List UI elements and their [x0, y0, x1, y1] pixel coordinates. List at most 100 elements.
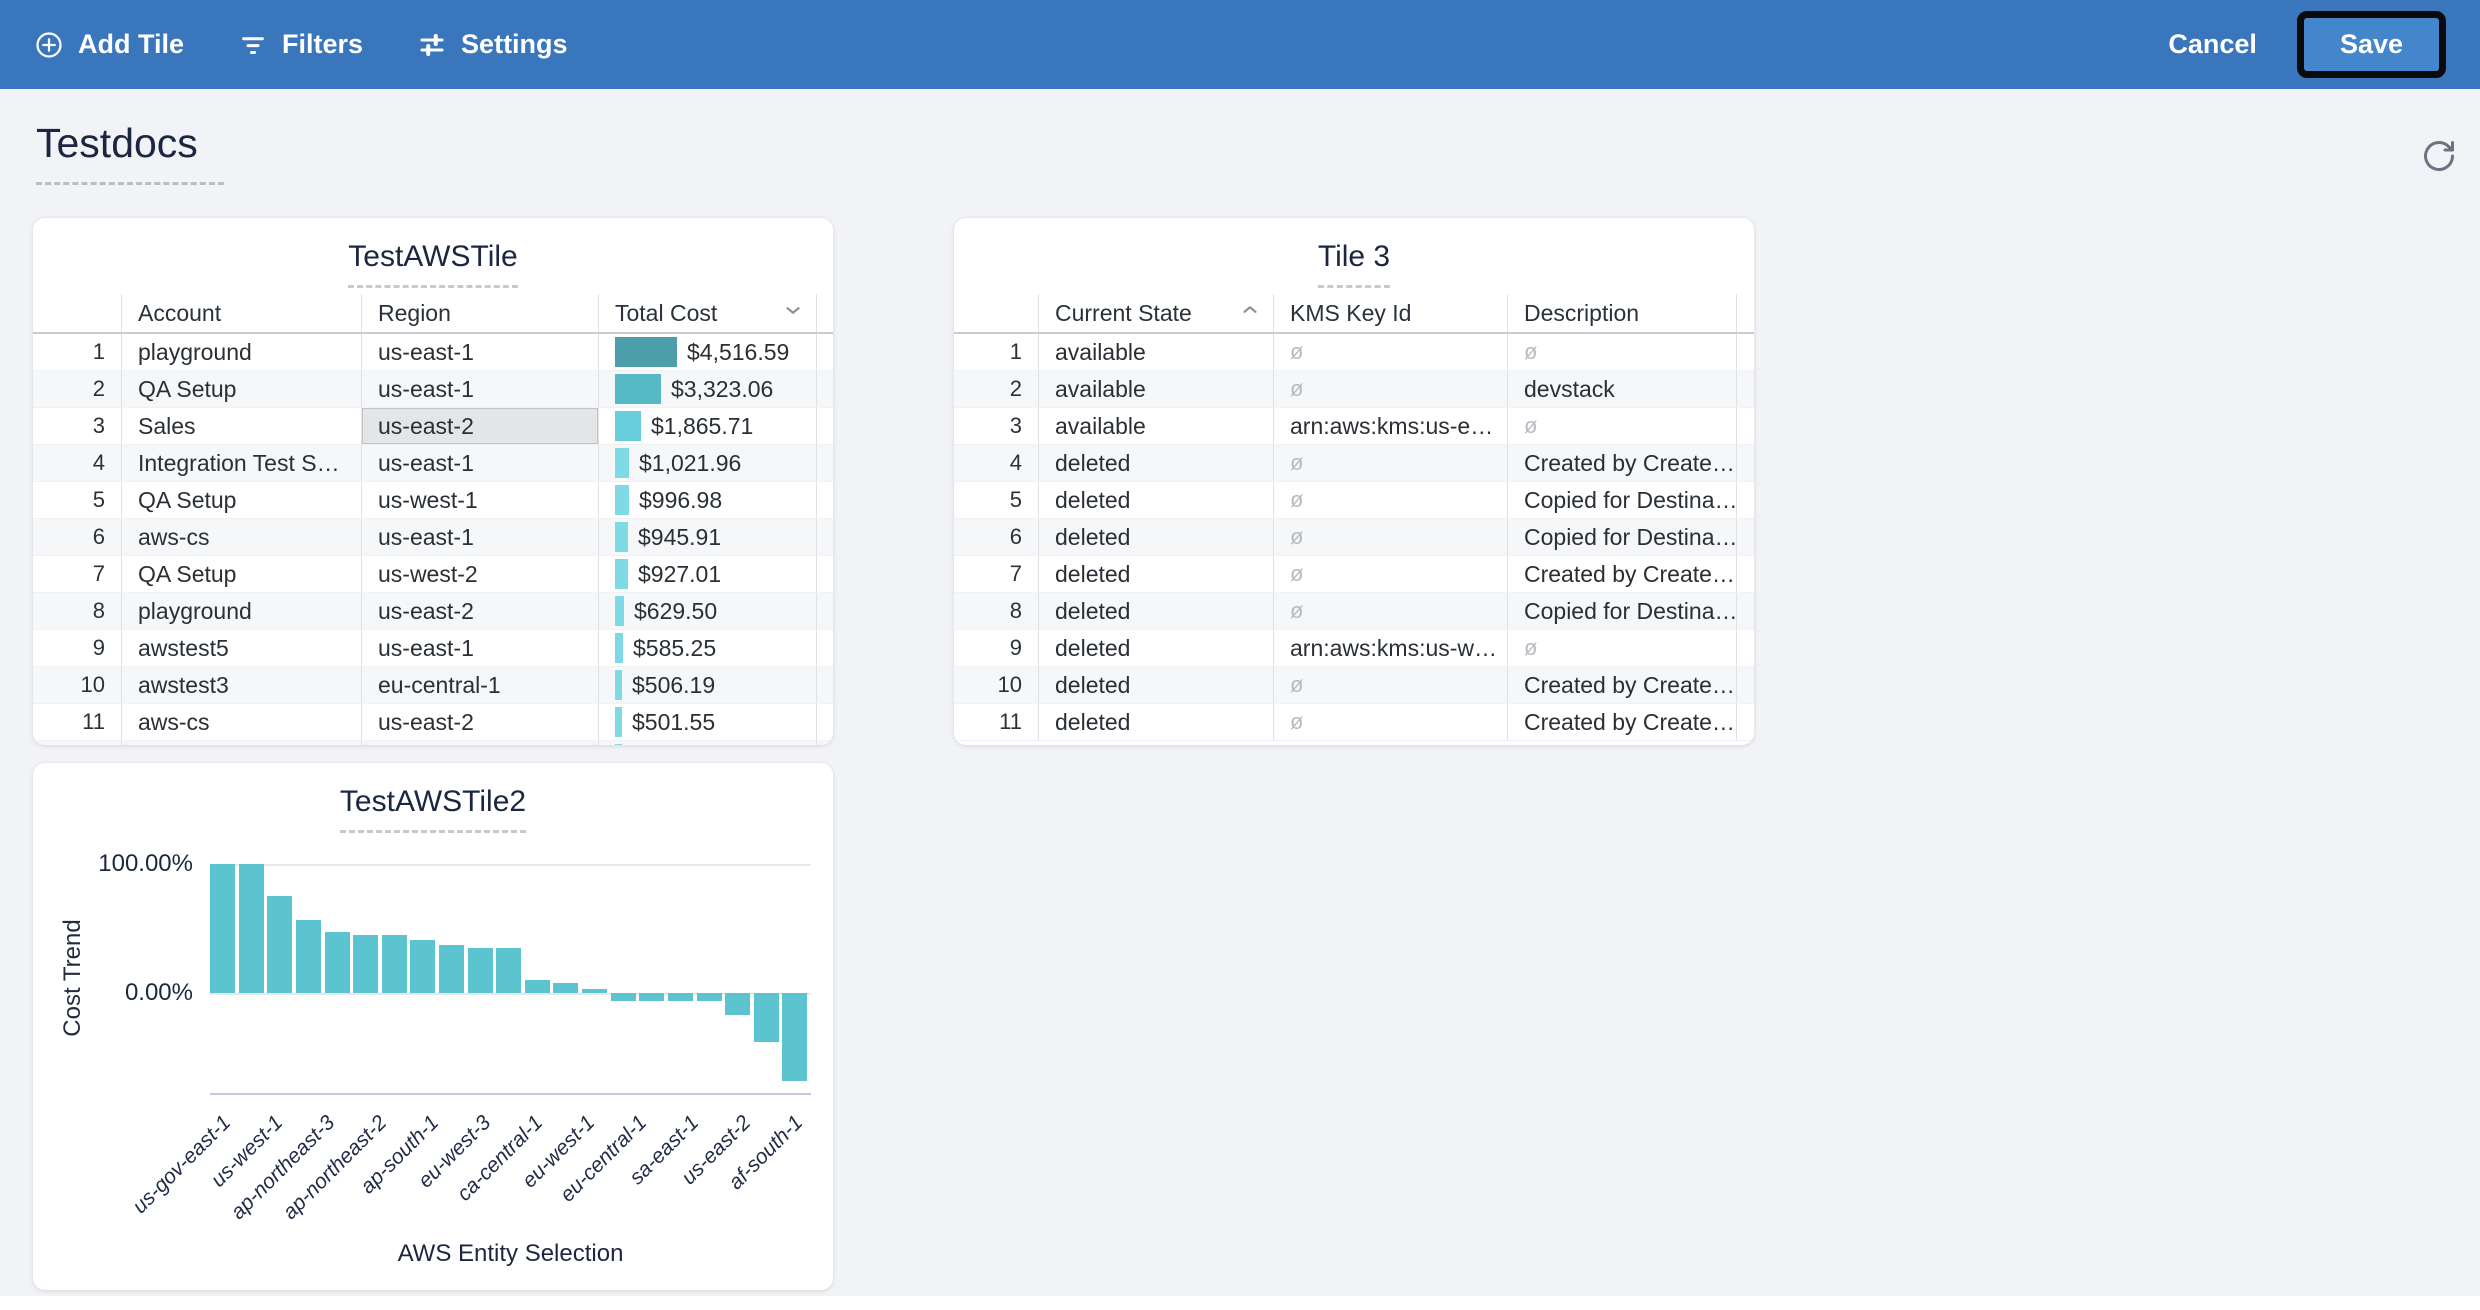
- cell-description[interactable]: Created by Create…: [1507, 667, 1736, 703]
- cell-kms-key-id[interactable]: arn:aws:kms:us-e…: [1273, 408, 1507, 444]
- cell-kms-key-id[interactable]: ø: [1273, 519, 1507, 555]
- cell-current-state[interactable]: available: [1038, 334, 1273, 370]
- null-value: ø: [1524, 339, 1538, 364]
- cell-kms-key-id[interactable]: arn:aws:kms:us-w…: [1273, 630, 1507, 666]
- cell-kms-key-id[interactable]: ø: [1273, 556, 1507, 592]
- cell-total-cost[interactable]: $629.50: [598, 593, 816, 629]
- row-number: 10: [80, 672, 105, 697]
- column-header-account[interactable]: Account: [121, 294, 361, 332]
- cell-account[interactable]: playground: [121, 334, 361, 370]
- cell-current-state[interactable]: available: [1038, 371, 1273, 407]
- cell-region[interactable]: us-east-1: [361, 334, 598, 370]
- cancel-button[interactable]: Cancel: [2168, 29, 2257, 59]
- chart-bar: [582, 989, 608, 993]
- table-row: 10 awstest3 eu-central-1 $506.19: [33, 667, 833, 704]
- cost-bar: [615, 485, 629, 515]
- cell-total-cost[interactable]: $927.01: [598, 556, 816, 592]
- cell-current-state[interactable]: deleted: [1038, 519, 1273, 555]
- row-number: 5: [92, 487, 105, 512]
- cell-total-cost[interactable]: $996.98: [598, 482, 816, 518]
- cell-account[interactable]: QA Setup: [121, 556, 361, 592]
- cell-account[interactable]: Sales: [121, 408, 361, 444]
- cell-account[interactable]: Integration Test S…: [121, 445, 361, 481]
- cell-account[interactable]: awstest3: [121, 667, 361, 703]
- chart-bar: [496, 947, 522, 993]
- save-button[interactable]: Save: [2303, 18, 2439, 71]
- cell-current-state[interactable]: deleted: [1038, 667, 1273, 703]
- cell-account[interactable]: QA Setup: [121, 482, 361, 518]
- cell-region[interactable]: us-east-2: [361, 593, 598, 629]
- cell-current-state[interactable]: deleted: [1038, 704, 1273, 740]
- cell-total-cost[interactable]: $1,865.71: [598, 408, 816, 444]
- cell-total-cost[interactable]: $585.25: [598, 630, 816, 666]
- cell-kms-key-id[interactable]: ø: [1273, 667, 1507, 703]
- cell-spacer: [816, 519, 833, 555]
- row-number: 1: [1009, 339, 1022, 364]
- cell-region[interactable]: us-west-2: [361, 556, 598, 592]
- cell-description[interactable]: ø: [1507, 630, 1736, 666]
- cell-current-state[interactable]: available: [1038, 408, 1273, 444]
- cell-current-state[interactable]: deleted: [1038, 593, 1273, 629]
- cell-kms-key-id[interactable]: ø: [1273, 334, 1507, 370]
- settings-button[interactable]: Settings: [417, 29, 568, 60]
- cell-current-state[interactable]: deleted: [1038, 556, 1273, 592]
- cell-account[interactable]: playground: [121, 593, 361, 629]
- filters-button[interactable]: Filters: [238, 29, 363, 60]
- cell-current-state[interactable]: deleted: [1038, 445, 1273, 481]
- add-tile-button[interactable]: Add Tile: [34, 29, 184, 60]
- null-value: ø: [1290, 598, 1304, 623]
- cell-kms-key-id[interactable]: ø: [1273, 445, 1507, 481]
- cell-description[interactable]: Created by Create…: [1507, 704, 1736, 740]
- cell-account[interactable]: awstest5: [121, 630, 361, 666]
- cell-region[interactable]: us-east-1: [361, 371, 598, 407]
- cell-description[interactable]: devstack: [1507, 371, 1736, 407]
- cell-description[interactable]: Copied for Destina…: [1507, 593, 1736, 629]
- cell-region[interactable]: us-east-1: [361, 519, 598, 555]
- tile-title[interactable]: TestAWSTile: [348, 240, 518, 288]
- cell-description[interactable]: Created by Create…: [1507, 445, 1736, 481]
- chart-plot: [210, 858, 811, 1098]
- cell-current-state[interactable]: deleted: [1038, 630, 1273, 666]
- cell-kms-key-id[interactable]: ø: [1273, 593, 1507, 629]
- cell-region[interactable]: us-east-2: [361, 704, 598, 740]
- cell-total-cost[interactable]: $4,516.59: [598, 334, 816, 370]
- table-row: 2 available ø devstack: [954, 371, 1754, 408]
- column-header-region[interactable]: Region: [361, 294, 598, 332]
- cell-total-cost[interactable]: $1,021.96: [598, 445, 816, 481]
- tile-title[interactable]: TestAWSTile2: [339, 785, 527, 833]
- cell-description[interactable]: ø: [1507, 408, 1736, 444]
- cell-account[interactable]: aws-cs: [121, 519, 361, 555]
- column-header-kms-key-id[interactable]: KMS Key Id: [1273, 294, 1507, 332]
- null-value: ø: [1290, 339, 1304, 364]
- tile-title[interactable]: Tile 3: [1317, 240, 1391, 288]
- cost-value: $501.55: [632, 708, 716, 735]
- cell-region[interactable]: us-east-2: [361, 408, 598, 444]
- cell-account[interactable]: aws-cs: [121, 704, 361, 740]
- cell-region[interactable]: eu-central-1: [361, 667, 598, 703]
- column-header-description[interactable]: Description: [1507, 294, 1736, 332]
- cell-description[interactable]: Copied for Destina…: [1507, 519, 1736, 555]
- dashboard-title[interactable]: Testdocs: [36, 120, 224, 185]
- cell-description[interactable]: Created by Create…: [1507, 556, 1736, 592]
- cell-region[interactable]: us-east-1: [361, 445, 598, 481]
- column-header-total-cost[interactable]: Total Cost: [598, 294, 816, 332]
- cell-total-cost[interactable]: $501.55: [598, 704, 816, 740]
- cell-total-cost[interactable]: $506.19: [598, 667, 816, 703]
- cell-region[interactable]: us-west-1: [361, 482, 598, 518]
- cell-kms-key-id[interactable]: ø: [1273, 482, 1507, 518]
- cell-kms-key-id[interactable]: ø: [1273, 371, 1507, 407]
- sliders-icon: [417, 30, 447, 60]
- cell-current-state[interactable]: deleted: [1038, 482, 1273, 518]
- cell-description[interactable]: ø: [1507, 334, 1736, 370]
- cell-description[interactable]: Copied for Destina…: [1507, 482, 1736, 518]
- column-header-current-state[interactable]: Current State: [1038, 294, 1273, 332]
- cell-total-cost[interactable]: $945.91: [598, 519, 816, 555]
- cell-account[interactable]: QA Setup: [121, 371, 361, 407]
- cell-total-cost[interactable]: $3,323.06: [598, 371, 816, 407]
- null-value: ø: [1290, 450, 1304, 475]
- tile3-body: 1 available ø ø 2 available ø devstack 3 availabl…: [954, 334, 1754, 741]
- refresh-button[interactable]: [2421, 138, 2459, 176]
- cell-region[interactable]: us-east-1: [361, 630, 598, 666]
- table-row: 3 Sales us-east-2 $1,865.71: [33, 408, 833, 445]
- cell-kms-key-id[interactable]: ø: [1273, 704, 1507, 740]
